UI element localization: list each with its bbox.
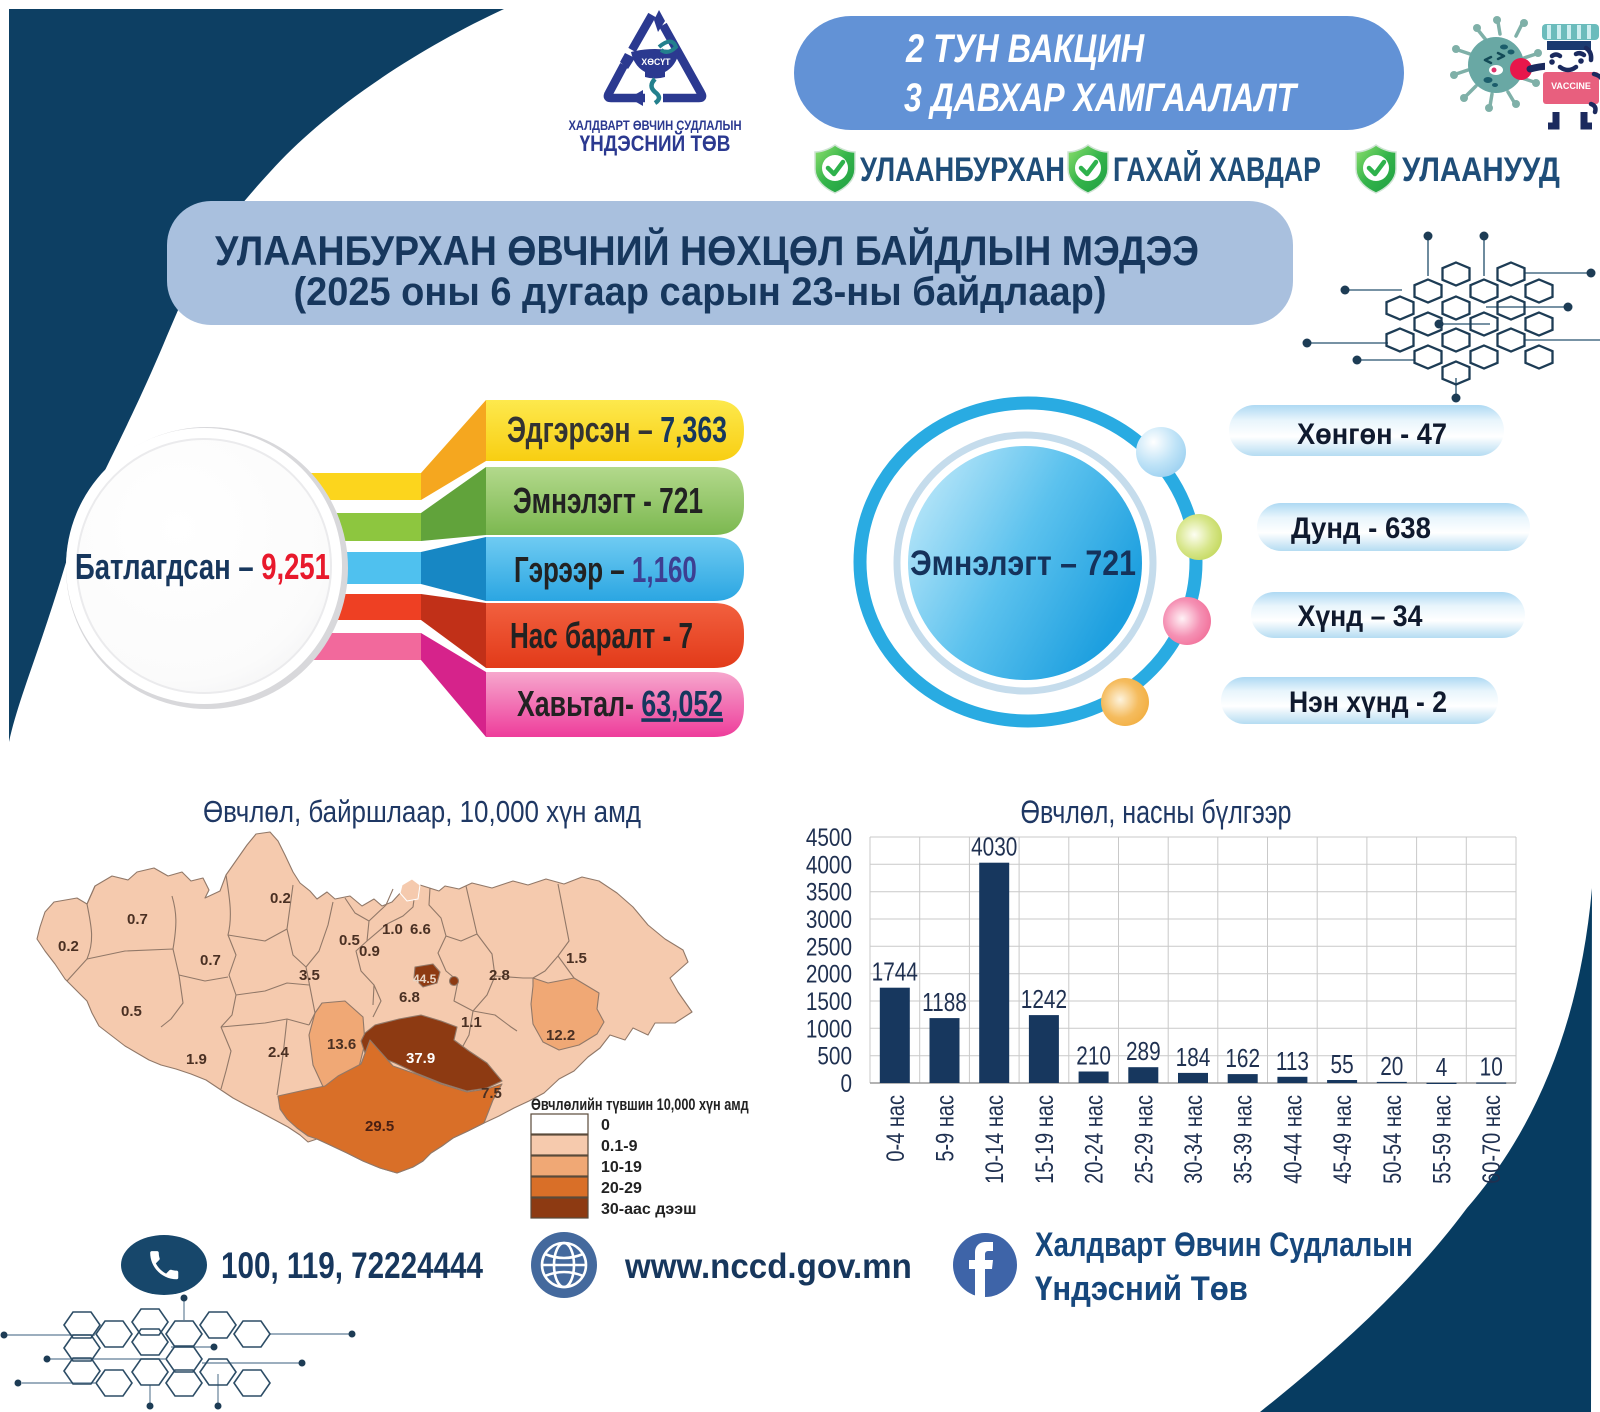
svg-text:0.2: 0.2: [270, 890, 291, 907]
svg-text:1.1: 1.1: [461, 1014, 482, 1031]
svg-text:40-44 нас: 40-44 нас: [1279, 1095, 1307, 1184]
svg-text:7.5: 7.5: [481, 1085, 502, 1102]
svg-text:0.2: 0.2: [58, 938, 79, 955]
svg-text:37.9: 37.9: [406, 1050, 435, 1067]
svg-text:2.8: 2.8: [489, 967, 510, 984]
svg-text:0: 0: [840, 1069, 852, 1097]
svg-text:184: 184: [1176, 1043, 1211, 1072]
svg-text:Хүнд – 34: Хүнд – 34: [1298, 600, 1423, 634]
svg-text:35-39 нас: 35-39 нас: [1230, 1095, 1258, 1184]
svg-text:20-29: 20-29: [601, 1180, 642, 1197]
svg-text:3000: 3000: [806, 905, 852, 933]
svg-text:УЛААНБУРХАН: УЛААНБУРХАН: [860, 150, 1065, 189]
svg-text:2 ТУН ВАКЦИН: 2 ТУН ВАКЦИН: [905, 26, 1145, 71]
svg-text:2500: 2500: [806, 932, 852, 960]
svg-text:2000: 2000: [806, 960, 852, 988]
svg-text:VACCINE: VACCINE: [1551, 81, 1591, 91]
svg-text:13.6: 13.6: [327, 1036, 356, 1053]
svg-text:0.5: 0.5: [339, 932, 360, 949]
svg-text:1744: 1744: [872, 958, 918, 987]
svg-text:1242: 1242: [1021, 985, 1067, 1014]
svg-text:1188: 1188: [922, 988, 967, 1017]
svg-text:Батлагдсан – 9,251: Батлагдсан – 9,251: [75, 546, 330, 586]
svg-text:Халдварт Өвчин Судлалын: Халдварт Өвчин Судлалын: [1035, 1225, 1413, 1263]
svg-text:0.5: 0.5: [121, 1003, 142, 1020]
svg-text:30-34 нас: 30-34 нас: [1180, 1095, 1208, 1184]
svg-text:Эмнэлэгт - 721: Эмнэлэгт - 721: [513, 480, 703, 521]
svg-text:29.5: 29.5: [365, 1118, 394, 1135]
svg-text:55: 55: [1331, 1050, 1354, 1079]
svg-text:Гэрээр – 1,160: Гэрээр – 1,160: [514, 550, 697, 590]
svg-text:Эдгэрсэн – 7,363: Эдгэрсэн – 7,363: [507, 409, 727, 450]
svg-text:5-9 нас: 5-9 нас: [931, 1095, 959, 1162]
svg-text:ҮНДЭСНИЙ ТӨВ: ҮНДЭСНИЙ ТӨВ: [580, 131, 731, 157]
svg-text:0.7: 0.7: [200, 952, 221, 969]
svg-text:Хавьтал- 63,052: Хавьтал- 63,052: [517, 683, 723, 724]
svg-text:Нас баралт - 7: Нас баралт - 7: [510, 616, 693, 656]
svg-text:(2025 оны 6 дугаар сарын 23-ны: (2025 оны 6 дугаар сарын 23-ны байдлаар): [293, 270, 1106, 314]
svg-text:Дунд - 638: Дунд - 638: [1291, 512, 1431, 545]
svg-text:1.9: 1.9: [186, 1051, 207, 1068]
svg-text:УЛААНУУД: УЛААНУУД: [1402, 150, 1560, 188]
svg-text:Өвчлөл, байршлаар, 10,000 хүн: Өвчлөл, байршлаар, 10,000 хүн амд: [203, 795, 641, 830]
svg-text:162: 162: [1225, 1044, 1260, 1073]
svg-text:6.8: 6.8: [399, 989, 420, 1006]
svg-text:100, 119, 72224444: 100, 119, 72224444: [221, 1246, 483, 1287]
svg-text:44.5: 44.5: [413, 972, 437, 986]
svg-text:3.5: 3.5: [299, 967, 320, 984]
svg-text:20-24 нас: 20-24 нас: [1081, 1095, 1109, 1184]
svg-text:4500: 4500: [806, 823, 852, 851]
svg-text:20: 20: [1380, 1052, 1403, 1081]
svg-text:25-29 нас: 25-29 нас: [1130, 1095, 1158, 1184]
svg-text:3500: 3500: [806, 878, 852, 906]
svg-text:3 ДАВХАР ХАМГААЛАЛТ: 3 ДАВХАР ХАМГААЛАЛТ: [904, 75, 1299, 120]
svg-text:Өвчлөл, насны бүлгээр: Өвчлөл, насны бүлгээр: [1021, 795, 1292, 831]
svg-text:210: 210: [1076, 1041, 1111, 1070]
svg-text:10-14 нас: 10-14 нас: [981, 1095, 1009, 1184]
svg-text:Нэн хүнд - 2: Нэн хүнд - 2: [1289, 686, 1447, 720]
svg-text:2.4: 2.4: [268, 1044, 290, 1061]
svg-text:ХАЛДВАРТ ӨВЧИН СУДЛАЛЫН: ХАЛДВАРТ ӨВЧИН СУДЛАЛЫН: [568, 118, 741, 133]
svg-text:45-49 нас: 45-49 нас: [1329, 1095, 1357, 1184]
svg-text:ГАХАЙ ХАВДАР: ГАХАЙ ХАВДАР: [1113, 149, 1321, 189]
svg-text:0.7: 0.7: [127, 911, 148, 928]
svg-text:1500: 1500: [806, 987, 852, 1015]
svg-text:289: 289: [1126, 1037, 1161, 1066]
svg-text:60-70 нас: 60-70 нас: [1478, 1095, 1506, 1184]
svg-text:4030: 4030: [971, 833, 1017, 862]
svg-text:12.2: 12.2: [546, 1027, 575, 1044]
svg-text:6.6: 6.6: [410, 921, 431, 938]
svg-text:0.9: 0.9: [359, 943, 380, 960]
svg-text:Үндэсний Төв: Үндэсний Төв: [1035, 1269, 1248, 1308]
svg-text:15-19 нас: 15-19 нас: [1031, 1095, 1059, 1184]
svg-text:0-4 нас: 0-4 нас: [882, 1095, 910, 1162]
svg-text:10: 10: [1480, 1052, 1503, 1081]
svg-text:30-аас дээш: 30-аас дээш: [601, 1201, 696, 1218]
svg-text:www.nccd.gov.mn: www.nccd.gov.mn: [624, 1247, 912, 1286]
svg-text:0.1-9: 0.1-9: [601, 1138, 638, 1155]
svg-text:УЛААНБУРХАН ӨВЧНИЙ НӨХЦӨЛ БАЙД: УЛААНБУРХАН ӨВЧНИЙ НӨХЦӨЛ БАЙДЛЫН МЭДЭЭ: [215, 226, 1199, 274]
svg-text:4000: 4000: [806, 850, 852, 878]
svg-text:50-54 нас: 50-54 нас: [1379, 1095, 1407, 1184]
svg-text:500: 500: [817, 1042, 852, 1070]
svg-text:4: 4: [1436, 1053, 1448, 1082]
svg-text:55-59 нас: 55-59 нас: [1428, 1095, 1456, 1184]
svg-text:113: 113: [1276, 1047, 1309, 1076]
svg-text:10-19: 10-19: [601, 1159, 642, 1176]
svg-text:Өвчлөлийн түвшин 10,000 хүн ам: Өвчлөлийн түвшин 10,000 хүн амд: [531, 1095, 749, 1114]
svg-text:Хөнгөн - 47: Хөнгөн - 47: [1297, 418, 1447, 452]
svg-text:ХӨСҮТ: ХӨСҮТ: [641, 57, 670, 67]
svg-text:Эмнэлэгт – 721: Эмнэлэгт – 721: [910, 543, 1136, 583]
svg-text:1000: 1000: [806, 1014, 852, 1042]
svg-text:0: 0: [601, 1117, 610, 1134]
svg-text:1.0: 1.0: [382, 921, 403, 938]
svg-text:1.5: 1.5: [566, 950, 587, 967]
